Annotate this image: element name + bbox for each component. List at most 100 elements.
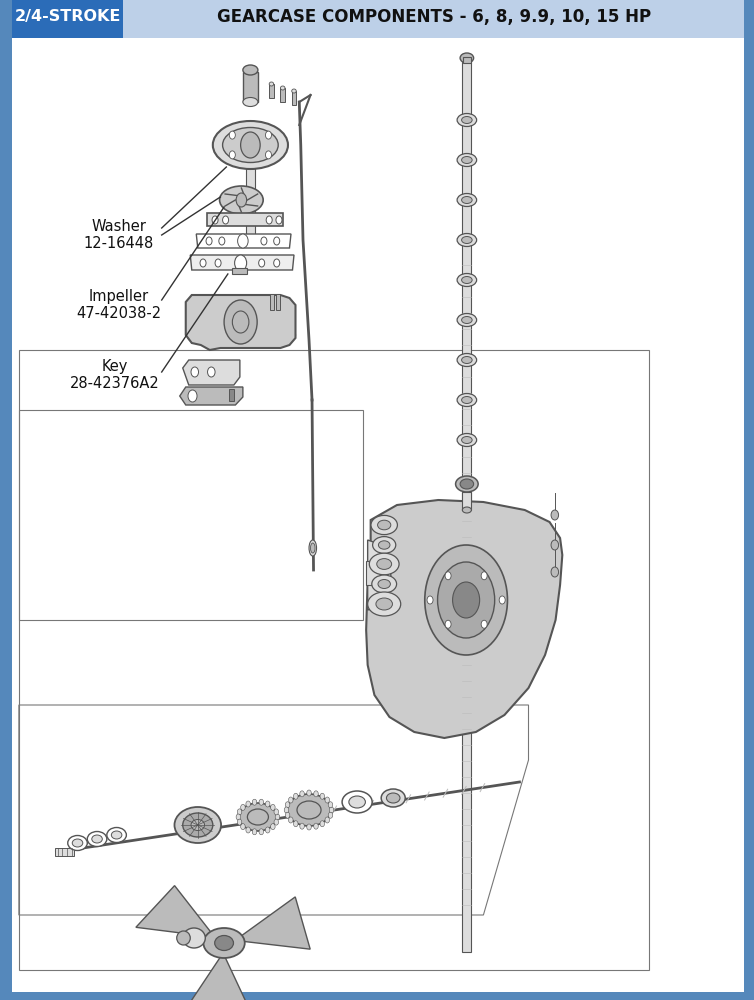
Ellipse shape [462, 507, 471, 513]
Bar [270, 294, 274, 310]
Circle shape [285, 812, 290, 818]
Circle shape [293, 793, 298, 799]
Circle shape [284, 807, 289, 813]
Ellipse shape [191, 820, 204, 830]
Circle shape [261, 237, 267, 245]
Ellipse shape [342, 791, 372, 813]
Polygon shape [182, 360, 240, 385]
Circle shape [325, 817, 329, 823]
Circle shape [293, 821, 298, 827]
Circle shape [274, 259, 280, 267]
Circle shape [551, 540, 559, 550]
Circle shape [325, 797, 329, 803]
Ellipse shape [461, 196, 472, 204]
Circle shape [274, 237, 280, 245]
Bar [231, 268, 247, 274]
Ellipse shape [215, 936, 234, 950]
Polygon shape [235, 897, 310, 949]
Circle shape [246, 827, 250, 833]
Circle shape [229, 151, 235, 159]
Circle shape [215, 259, 221, 267]
Bar [280, 88, 285, 102]
Ellipse shape [68, 836, 87, 850]
Circle shape [274, 809, 278, 815]
Circle shape [238, 819, 242, 825]
Ellipse shape [309, 540, 317, 556]
Circle shape [551, 567, 559, 577]
Bar [124, 0, 744, 38]
Ellipse shape [460, 53, 474, 63]
Circle shape [236, 814, 241, 820]
Ellipse shape [457, 233, 477, 246]
Bar [366, 561, 383, 585]
Circle shape [265, 151, 271, 159]
Ellipse shape [379, 541, 390, 549]
Bar [269, 84, 274, 98]
Circle shape [289, 817, 293, 823]
Circle shape [222, 216, 228, 224]
Circle shape [207, 367, 215, 377]
Circle shape [328, 812, 333, 818]
Circle shape [266, 216, 272, 224]
Ellipse shape [87, 832, 107, 846]
Text: 2/4-STROKE: 2/4-STROKE [14, 9, 121, 24]
Text: GEARCASE COMPONENTS - 6, 8, 9.9, 10, 15 HP: GEARCASE COMPONENTS - 6, 8, 9.9, 10, 15 … [216, 8, 651, 26]
Ellipse shape [378, 520, 391, 530]
Polygon shape [185, 295, 296, 350]
Ellipse shape [457, 314, 477, 326]
Circle shape [551, 510, 559, 520]
Circle shape [307, 790, 311, 796]
Circle shape [452, 582, 480, 618]
Circle shape [238, 234, 248, 248]
Ellipse shape [239, 803, 277, 831]
Bar [292, 91, 296, 105]
Circle shape [259, 799, 264, 805]
Circle shape [320, 793, 324, 799]
Ellipse shape [112, 831, 122, 839]
Bar [246, 130, 255, 240]
Ellipse shape [461, 116, 472, 123]
Circle shape [232, 311, 249, 333]
Circle shape [300, 823, 305, 829]
Ellipse shape [311, 543, 315, 553]
Ellipse shape [219, 186, 263, 214]
Polygon shape [366, 500, 562, 738]
Circle shape [265, 827, 270, 833]
Bar [12, 0, 124, 38]
Circle shape [271, 804, 275, 810]
Circle shape [307, 824, 311, 830]
Circle shape [241, 132, 260, 158]
Ellipse shape [107, 828, 127, 842]
Ellipse shape [349, 796, 366, 808]
Circle shape [265, 801, 270, 807]
Circle shape [314, 823, 318, 829]
Ellipse shape [461, 357, 472, 363]
Circle shape [241, 824, 245, 830]
Circle shape [425, 545, 507, 655]
Ellipse shape [461, 276, 472, 284]
Circle shape [499, 596, 505, 604]
Circle shape [320, 821, 324, 827]
Ellipse shape [461, 156, 472, 163]
Ellipse shape [460, 479, 474, 489]
Circle shape [481, 620, 487, 628]
Ellipse shape [457, 194, 477, 207]
Circle shape [289, 797, 293, 803]
Ellipse shape [269, 82, 274, 86]
Ellipse shape [376, 598, 392, 610]
Ellipse shape [369, 553, 399, 575]
Text: Key
28-42376A2: Key 28-42376A2 [70, 359, 160, 391]
Ellipse shape [368, 592, 400, 616]
Circle shape [212, 216, 218, 224]
Polygon shape [207, 213, 284, 226]
Circle shape [238, 809, 242, 815]
Ellipse shape [282, 328, 296, 342]
Circle shape [229, 131, 235, 139]
Text: Washer
12-16448: Washer 12-16448 [84, 219, 154, 251]
Polygon shape [188, 953, 252, 1000]
Circle shape [427, 596, 433, 604]
Ellipse shape [187, 328, 201, 342]
Ellipse shape [213, 121, 288, 169]
Ellipse shape [387, 793, 400, 803]
Ellipse shape [247, 809, 268, 825]
